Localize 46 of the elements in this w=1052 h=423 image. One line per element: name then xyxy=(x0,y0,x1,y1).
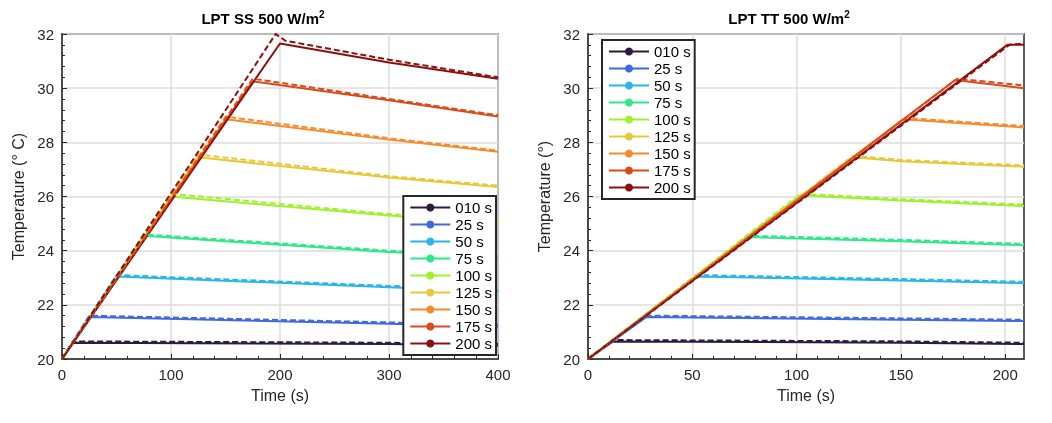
legend-label: 75 s xyxy=(654,94,683,111)
x-tick-label: 50 xyxy=(683,366,701,383)
legend-label: 175 s xyxy=(654,162,691,179)
y-tick-label: 20 xyxy=(563,350,580,368)
y-tick-label: 22 xyxy=(563,296,580,314)
legend-label: 010 s xyxy=(654,43,691,60)
y-tick-label: 28 xyxy=(37,133,54,151)
legend-label: 25 s xyxy=(654,60,683,77)
x-tick-label: 100 xyxy=(158,366,184,383)
y-tick-label: 28 xyxy=(563,133,580,151)
legend-label: 175 s xyxy=(455,318,493,335)
y-tick-label: 30 xyxy=(563,79,580,97)
y-tick-label: 26 xyxy=(37,188,54,205)
legend-label: 50 s xyxy=(455,233,484,250)
x-tick-label: 100 xyxy=(784,366,810,383)
y-tick-label: 32 xyxy=(563,25,580,43)
legend-label: 125 s xyxy=(455,284,493,301)
y-tick-label: 30 xyxy=(37,79,54,97)
x-tick-label: 0 xyxy=(57,366,67,383)
x-tick-label: 200 xyxy=(267,366,293,383)
y-axis-title: Temperature (°) xyxy=(535,140,553,253)
y-tick-label: 20 xyxy=(37,350,54,368)
legend-label: 50 s xyxy=(654,77,683,94)
legend-label: 125 s xyxy=(654,128,691,145)
x-tick-label: 200 xyxy=(992,366,1018,383)
legend-label: 25 s xyxy=(455,216,484,233)
legend-label: 100 s xyxy=(654,111,691,128)
legend-label: 150 s xyxy=(455,301,493,318)
x-axis-title: Time (s) xyxy=(250,386,310,404)
legend-label: 010 s xyxy=(455,199,493,216)
x-tick-label: 0 xyxy=(583,366,593,383)
x-axis-title: Time (s) xyxy=(776,386,836,404)
y-tick-label: 32 xyxy=(37,25,54,43)
legend-label: 200 s xyxy=(654,179,691,196)
y-tick-label: 22 xyxy=(37,296,54,314)
legend-label: 100 s xyxy=(455,267,493,284)
y-tick-label: 26 xyxy=(563,188,580,205)
legend-label: 150 s xyxy=(654,145,691,162)
y-axis-title: Temperature (° C) xyxy=(9,132,27,261)
legend-label: 200 s xyxy=(455,335,493,352)
y-tick-label: 24 xyxy=(37,242,54,260)
x-tick-label: 300 xyxy=(376,366,402,383)
legend-label: 75 s xyxy=(455,250,484,267)
x-tick-label: 150 xyxy=(888,366,914,383)
x-tick-label: 400 xyxy=(485,366,511,383)
y-tick-label: 24 xyxy=(563,242,580,260)
